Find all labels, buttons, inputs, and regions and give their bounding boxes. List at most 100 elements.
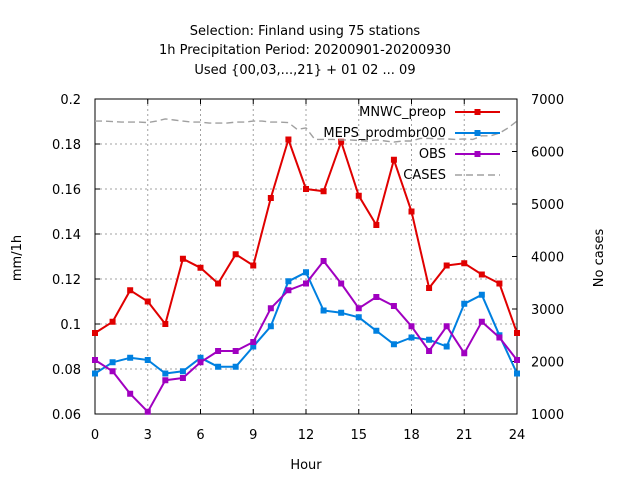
legend-swatch-obs [455,151,500,157]
point-mnwc-preop-16 [373,222,380,228]
x-axis-label: Hour [290,458,322,473]
point-mnwc-preop-21 [461,260,468,267]
legend-label-mnwc-preop: MNWC_preop [359,105,446,120]
y2-tick-label-1: 2000 [531,356,564,371]
point-meps-prodmbr000-19 [426,336,433,343]
point-obs-13 [320,258,327,264]
point-meps-prodmbr000-21 [461,300,468,307]
legend-marker-obs [474,151,481,157]
x-tick-label-5: 15 [350,428,367,443]
point-meps-prodmbr000-22 [478,291,485,298]
point-mnwc-preop-19 [426,285,433,291]
point-obs-11 [285,287,292,294]
point-mnwc-preop-15 [355,192,362,199]
legend-item-meps-prodmbr000: MEPS_prodmbr000 [323,126,500,141]
x-tick-label-0: 0 [91,428,99,443]
y2-tick-label-5: 6000 [531,146,564,161]
point-mnwc-preop-11 [285,136,292,143]
y-tick-labels: 0.06 0.08 0.1 0.12 0.14 0.16 0.18 0.2 [52,93,81,423]
series-line-mnwc-preop [94,138,518,334]
point-mnwc-preop-7 [215,280,222,287]
x-tick-label-8: 24 [509,428,526,443]
point-mnwc-preop-0 [92,330,98,336]
point-obs-0 [92,357,98,363]
point-obs-2 [127,390,134,397]
point-meps-prodmbr000-15 [355,314,362,321]
point-obs-1 [109,368,116,375]
point-obs-7 [215,348,222,354]
point-obs-22 [478,318,485,325]
point-mnwc-preop-13 [320,188,327,195]
chart-title: Selection: Finland using 75 stations 1h … [159,24,451,78]
title-line-2: 1h Precipitation Period: 20200901-202009… [159,43,451,58]
point-obs-18 [408,323,415,330]
y2-tick-label-0: 1000 [531,408,564,423]
legend-marker-mnwc-preop [474,109,481,115]
point-meps-prodmbr000-7 [215,363,222,370]
point-mnwc-preop-18 [408,208,415,215]
x-tick-label-2: 6 [196,428,204,443]
axis-ticks [94,98,518,415]
point-mnwc-preop-9 [250,262,257,269]
legend: MNWC_preop MEPS_prodmbr000 OBS CASES [323,105,500,183]
point-obs-21 [461,350,468,357]
y-tick-label-0: 0.06 [52,408,81,423]
legend-label-obs: OBS [419,147,446,162]
legend-marker-meps-prodmbr000 [474,130,481,136]
legend-swatch-meps-prodmbr000 [455,130,500,136]
y-axis-label: mm/1h [10,235,25,281]
point-obs-5 [179,375,186,381]
point-obs-10 [267,305,274,312]
point-mnwc-preop-2 [127,287,134,294]
title-line-1: Selection: Finland using 75 stations [190,24,421,39]
y2-axis-label: No cases [592,229,607,288]
point-mnwc-preop-23 [496,280,503,287]
point-meps-prodmbr000-6 [197,354,204,361]
series-line-cases [95,118,518,143]
y-tick-label-4: 0.14 [52,228,81,243]
legend-label-meps-prodmbr000: MEPS_prodmbr000 [323,126,446,141]
legend-swatch-mnwc-preop [455,109,500,115]
x-tick-label-4: 12 [298,428,315,443]
point-obs-19 [426,348,433,354]
point-meps-prodmbr000-18 [408,334,415,341]
point-mnwc-preop-20 [443,262,450,269]
y-tick-label-5: 0.16 [52,183,81,198]
point-meps-prodmbr000-17 [390,341,397,348]
x-tick-label-3: 9 [249,428,257,443]
y-tick-label-6: 0.18 [52,138,81,153]
y2-tick-label-6: 7000 [531,93,564,108]
point-meps-prodmbr000-9 [250,343,257,350]
point-mnwc-preop-3 [144,298,151,305]
point-mnwc-preop-17 [390,156,397,163]
y2-tick-label-2: 3000 [531,303,564,318]
point-obs-16 [373,294,380,300]
y-tick-label-1: 0.08 [52,363,81,378]
point-obs-3 [144,408,151,415]
y2-tick-label-4: 5000 [531,198,564,213]
point-meps-prodmbr000-16 [373,327,380,334]
point-obs-20 [443,323,450,330]
point-obs-12 [303,280,309,287]
point-mnwc-preop-8 [232,251,239,258]
point-meps-prodmbr000-11 [285,278,292,285]
y-tick-label-2: 0.1 [60,318,81,333]
point-mnwc-preop-6 [197,264,204,271]
y2-tick-label-3: 4000 [531,251,564,266]
point-meps-prodmbr000-4 [162,370,169,377]
point-meps-prodmbr000-8 [232,363,239,370]
point-meps-prodmbr000-0 [92,370,98,377]
point-obs-9 [250,339,257,345]
point-meps-prodmbr000-5 [179,368,186,375]
point-obs-14 [338,280,345,287]
x-tick-label-6: 18 [403,428,420,443]
point-obs-17 [390,303,397,309]
point-mnwc-preop-5 [179,255,186,262]
point-mnwc-preop-1 [109,318,116,325]
legend-label-cases: CASES [403,168,446,183]
point-meps-prodmbr000-14 [338,309,345,316]
point-mnwc-preop-10 [267,195,274,201]
legend-item-obs: OBS [419,147,500,162]
point-meps-prodmbr000-3 [144,357,151,363]
point-meps-prodmbr000-12 [303,269,309,276]
